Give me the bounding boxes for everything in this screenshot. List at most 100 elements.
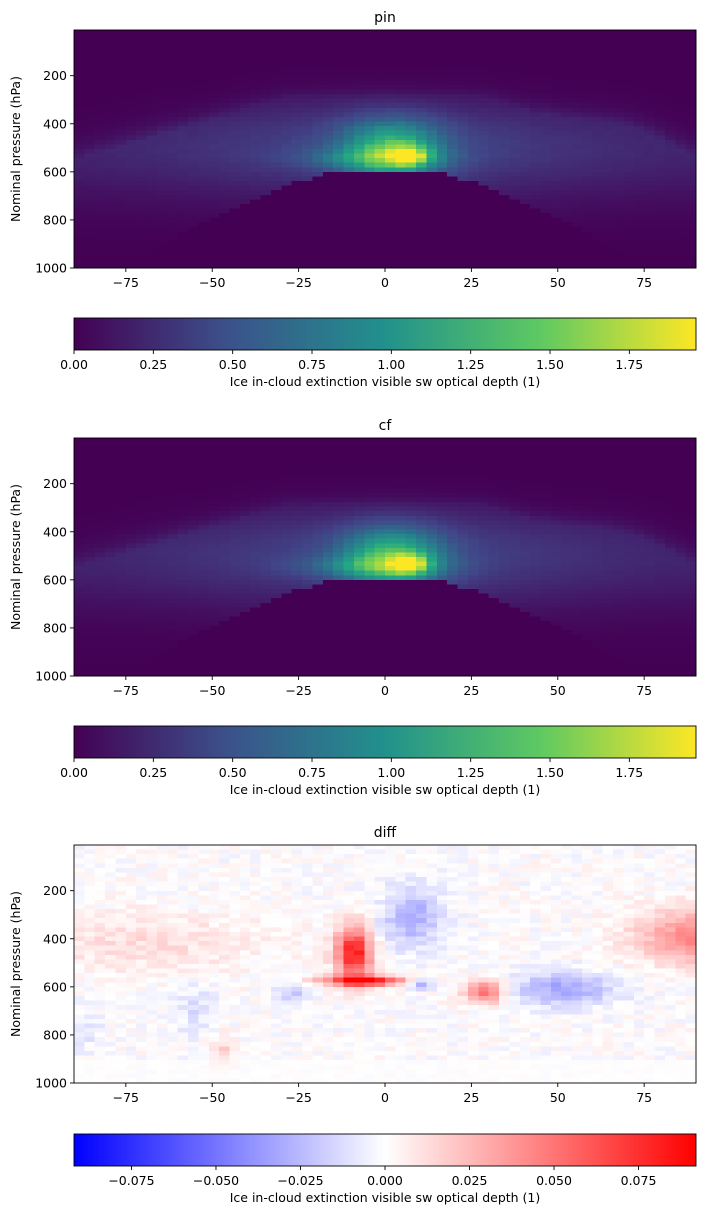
- heatmap-cell: [509, 456, 520, 461]
- colorbar: [74, 318, 696, 350]
- heatmap-cell: [250, 85, 261, 90]
- heatmap-cell: [126, 552, 137, 557]
- heatmap-cell: [686, 525, 697, 530]
- heatmap-cell: [240, 452, 251, 457]
- heatmap-cell: [478, 543, 489, 548]
- heatmap-cell: [406, 80, 417, 85]
- heatmap-cell: [385, 176, 396, 181]
- heatmap-cell: [665, 62, 676, 67]
- heatmap-cell: [499, 135, 510, 140]
- heatmap-cell: [147, 557, 158, 562]
- heatmap-cell: [572, 534, 583, 539]
- heatmap-cell: [323, 85, 334, 90]
- heatmap-cell: [312, 48, 323, 53]
- heatmap-cell: [406, 222, 417, 227]
- heatmap-cell: [613, 122, 624, 127]
- heatmap-cell: [105, 484, 116, 489]
- heatmap-cell: [230, 76, 241, 81]
- heatmap-cell: [478, 195, 489, 200]
- heatmap-cell: [541, 562, 552, 567]
- heatmap-cell: [675, 511, 686, 516]
- heatmap-cell: [592, 213, 603, 218]
- heatmap-cell: [426, 167, 437, 172]
- heatmap-cell: [623, 498, 634, 503]
- heatmap-cell: [105, 172, 116, 177]
- heatmap-cell: [437, 131, 448, 136]
- heatmap-cell: [115, 438, 126, 443]
- heatmap-cell: [509, 181, 520, 186]
- heatmap-cell: [302, 213, 313, 218]
- heatmap-cell: [582, 548, 593, 553]
- heatmap-cell: [385, 461, 396, 466]
- heatmap-cell: [530, 557, 541, 562]
- heatmap-cell: [551, 85, 562, 90]
- y-tick-label: 200: [43, 68, 67, 83]
- heatmap-cell: [95, 222, 106, 227]
- heatmap-cell: [458, 131, 469, 136]
- heatmap-cell: [178, 452, 189, 457]
- heatmap-cell: [395, 488, 406, 493]
- heatmap-cell: [592, 520, 603, 525]
- heatmap-cell: [312, 57, 323, 62]
- heatmap-cell: [447, 502, 458, 507]
- heatmap-cell: [219, 48, 230, 53]
- heatmap-cell: [333, 117, 344, 122]
- heatmap-cell: [406, 76, 417, 81]
- heatmap-cell: [84, 557, 95, 562]
- heatmap-cell: [623, 438, 634, 443]
- heatmap-cell: [634, 566, 645, 571]
- heatmap-cell: [416, 543, 427, 548]
- heatmap-cell: [105, 493, 116, 498]
- heatmap-cell: [655, 245, 666, 250]
- heatmap-cell: [665, 534, 676, 539]
- heatmap-cell: [582, 195, 593, 200]
- heatmap-cell: [406, 502, 417, 507]
- heatmap-cell: [230, 158, 241, 163]
- heatmap-cell: [655, 250, 666, 255]
- heatmap-cell: [115, 465, 126, 470]
- heatmap-cell: [592, 557, 603, 562]
- heatmap-cell: [84, 475, 95, 480]
- heatmap-cell: [364, 254, 375, 259]
- heatmap-cell: [644, 30, 655, 35]
- heatmap-cell: [333, 543, 344, 548]
- heatmap-cell: [520, 172, 531, 177]
- heatmap-cell: [426, 122, 437, 127]
- heatmap-cell: [136, 571, 147, 576]
- heatmap-cell: [84, 80, 95, 85]
- heatmap-cell: [613, 140, 624, 145]
- heatmap-cell: [344, 488, 355, 493]
- heatmap-cell: [582, 552, 593, 557]
- heatmap-cell: [458, 452, 469, 457]
- heatmap-cell: [520, 199, 531, 204]
- heatmap-cell: [623, 57, 634, 62]
- heatmap-cell: [219, 484, 230, 489]
- heatmap-cell: [115, 167, 126, 172]
- heatmap-cell: [271, 222, 282, 227]
- heatmap-cell: [655, 543, 666, 548]
- heatmap-cell: [126, 154, 137, 159]
- heatmap-cell: [416, 557, 427, 562]
- heatmap-cell: [167, 90, 178, 95]
- heatmap-cell: [603, 443, 614, 448]
- heatmap-cell: [333, 181, 344, 186]
- heatmap-cell: [686, 80, 697, 85]
- heatmap-cell: [136, 456, 147, 461]
- heatmap-cell: [426, 231, 437, 236]
- heatmap-cell: [426, 172, 437, 177]
- heatmap-cell: [115, 154, 126, 159]
- heatmap-cell: [655, 149, 666, 154]
- heatmap-cell: [385, 199, 396, 204]
- heatmap-cell: [437, 539, 448, 544]
- heatmap-cell: [209, 465, 220, 470]
- heatmap-cell: [74, 493, 85, 498]
- heatmap-cell: [281, 122, 292, 127]
- heatmap-cell: [541, 443, 552, 448]
- heatmap-cell: [561, 144, 572, 149]
- heatmap-cell: [499, 154, 510, 159]
- heatmap-cell: [302, 525, 313, 530]
- heatmap-cell: [188, 452, 199, 457]
- heatmap-cell: [447, 85, 458, 90]
- heatmap-cell: [74, 456, 85, 461]
- heatmap-cell: [541, 507, 552, 512]
